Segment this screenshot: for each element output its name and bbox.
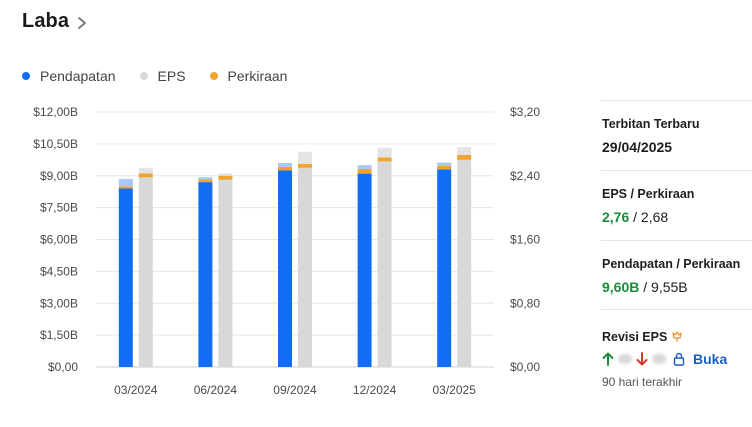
revenue-estimate-value: / 9,55B <box>639 279 688 295</box>
eps-revision-label: Revisi EPS <box>602 330 668 344</box>
x-axis-tick-label: 03/2025 <box>433 383 477 397</box>
arrow-up-icon <box>602 352 614 366</box>
eps-bar <box>218 179 233 367</box>
left-axis-tick-label: $7,50B <box>40 201 78 215</box>
revenue-extension <box>437 162 452 166</box>
left-axis-tick-label: $3,00B <box>40 296 78 310</box>
left-axis-tick-label: $1,50B <box>40 328 78 342</box>
left-axis-tick-label: $12,00B <box>33 105 78 119</box>
latest-release-block: Terbitan Terbaru 29/04/2025 <box>601 100 752 170</box>
x-axis-tick-label: 06/2024 <box>194 383 238 397</box>
left-axis-tick-label: $4,50B <box>40 264 78 278</box>
revenue-bar <box>198 182 213 367</box>
eps-extension <box>298 151 312 164</box>
legend-label-revenue: Pendapatan <box>40 68 116 84</box>
legend-label-estimate: Perkiraan <box>227 68 288 84</box>
chart-legend: Pendapatan EPS Perkiraan <box>22 68 287 84</box>
legend-item-eps[interactable]: EPS <box>139 68 186 84</box>
legend-item-revenue[interactable]: Pendapatan <box>22 68 116 84</box>
eps-estimate-value: / 2,68 <box>629 209 669 225</box>
revenue-actual-value: 9,60B <box>602 279 640 295</box>
eps-extension <box>377 147 392 158</box>
revision-period: 90 hari terakhir <box>602 375 683 389</box>
chevron-right-icon <box>78 17 86 29</box>
revenue-estimate-values: 9,60B / 9,55B <box>602 279 752 295</box>
revenue-estimate-mark <box>278 166 292 171</box>
revenue-estimate-mark <box>118 186 133 189</box>
revenue-extension <box>278 163 292 167</box>
right-axis-tick-label: $3,20 <box>510 105 540 119</box>
section-title: Laba <box>22 10 70 32</box>
x-axis-tick-label: 09/2024 <box>273 383 317 397</box>
eps-revision-heading: Revisi EPS <box>602 330 752 344</box>
eps-bar <box>377 161 392 367</box>
right-axis-tick-label: $0,80 <box>510 296 540 310</box>
latest-release-label: Terbitan Terbaru <box>602 117 700 131</box>
eps-estimate-mark <box>377 157 392 162</box>
revenue-estimate-block: Pendapatan / Perkiraan 9,60B / 9,55B <box>601 240 752 309</box>
legend-label-eps: EPS <box>157 68 186 84</box>
x-axis-tick-label: 12/2024 <box>353 383 397 397</box>
revenue-extension <box>118 178 133 187</box>
left-axis-tick-label: $0,00 <box>48 360 78 374</box>
earnings-chart: $0,00 $1,50B $3,00B $4,50B $6,00B $7,50B $9,00… <box>33 105 540 397</box>
revenue-estimate-mark <box>437 165 452 170</box>
eps-estimate-mark <box>457 155 472 160</box>
unlock-button[interactable]: Buka <box>693 351 728 367</box>
revenue-extension <box>198 177 213 180</box>
eps-estimate-block: EPS / Perkiraan 2,76 / 2,68 <box>601 170 752 240</box>
revenue-extension <box>357 165 372 169</box>
left-axis-tick-label: $9,00B <box>40 169 78 183</box>
lock-icon[interactable] <box>672 352 686 366</box>
premium-crown-icon <box>672 331 682 342</box>
hidden-downward-count <box>652 354 666 364</box>
left-axis-tick-label: $10,50B <box>33 137 78 151</box>
eps-extension <box>457 147 472 156</box>
legend-dot-eps <box>139 72 148 80</box>
revenue-estimate-mark <box>357 168 372 174</box>
revenue-estimate-label: Pendapatan / Perkiraan <box>602 257 741 271</box>
eps-estimate-values: 2,76 / 2,68 <box>602 209 752 225</box>
revenue-estimate-mark <box>198 179 213 183</box>
arrow-down-icon <box>636 352 648 366</box>
x-axis-tick-label: 03/2024 <box>114 383 158 397</box>
eps-bar <box>298 167 312 367</box>
right-axis-tick-label: $0,00 <box>510 360 540 374</box>
eps-revision-row: Buka <box>602 351 752 367</box>
legend-dot-estimate <box>209 72 218 80</box>
eps-estimate-mark <box>298 163 312 168</box>
section-header-link[interactable]: Laba <box>22 10 89 33</box>
legend-item-estimate[interactable]: Perkiraan <box>209 68 288 84</box>
revenue-bar <box>357 173 372 367</box>
eps-bar <box>138 177 153 367</box>
eps-actual-value: 2,76 <box>602 209 630 225</box>
eps-estimate-mark <box>138 173 153 178</box>
right-axis-tick-label: $1,60 <box>510 233 540 247</box>
hidden-upward-count <box>618 354 632 364</box>
right-axis-tick-label: $2,40 <box>510 169 540 183</box>
eps-revision-block: Revisi EPS Buka 90 hari terakhir <box>601 309 752 389</box>
eps-estimate-mark <box>218 175 233 180</box>
earnings-summary-panel: Terbitan Terbaru 29/04/2025 EPS / Perkir… <box>601 100 752 389</box>
eps-extension <box>138 167 153 174</box>
legend-dot-revenue <box>22 72 30 80</box>
eps-bar <box>457 159 472 367</box>
eps-extension <box>218 173 233 176</box>
latest-release-date: 29/04/2025 <box>602 139 673 155</box>
eps-estimate-label: EPS / Perkiraan <box>602 187 695 201</box>
revenue-bar <box>437 169 452 367</box>
revenue-bar <box>118 188 133 367</box>
revenue-bar <box>278 170 292 367</box>
left-axis-tick-label: $6,00B <box>40 233 78 247</box>
